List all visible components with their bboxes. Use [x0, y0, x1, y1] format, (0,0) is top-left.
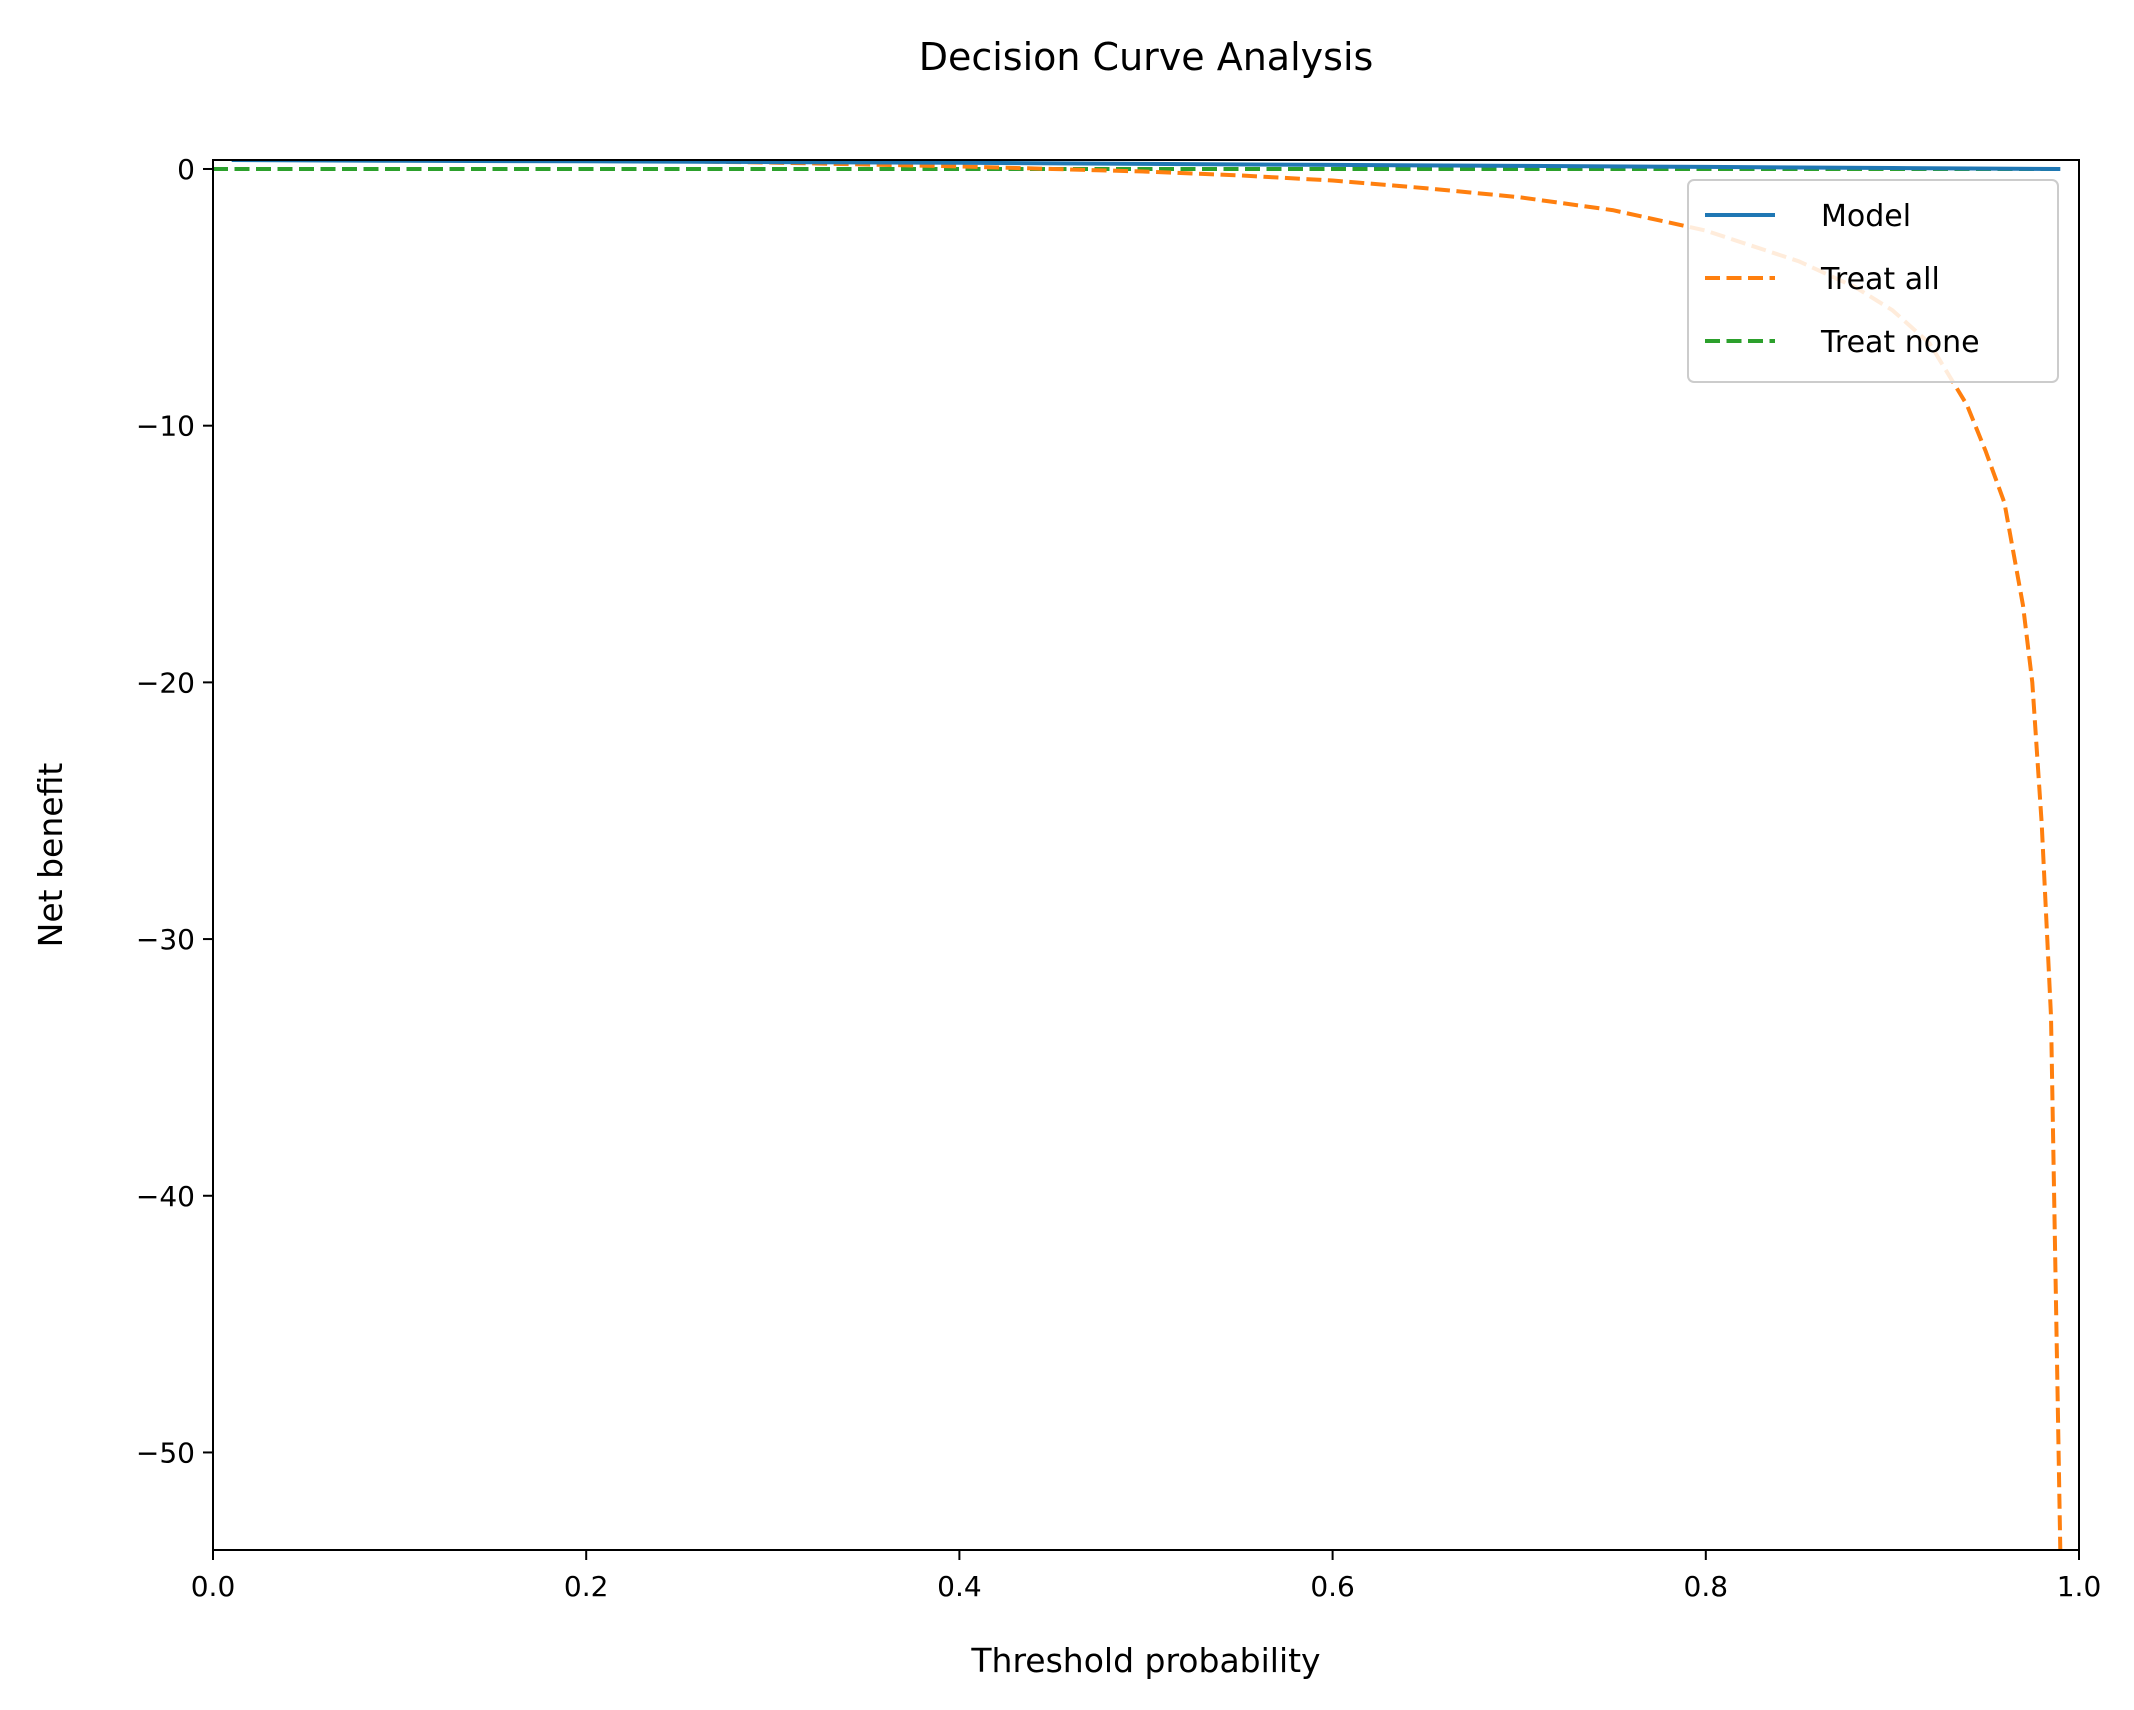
y-tick-label: −40	[136, 1180, 195, 1213]
legend-label-model: Model	[1821, 199, 1911, 234]
x-tick-label: 0.6	[1310, 1570, 1355, 1603]
y-tick-label: −50	[136, 1436, 195, 1469]
series-line-treat-all	[335, 160, 2063, 1550]
x-axis-ticks: 0.0 0.2 0.4 0.6 0.8 1.0	[191, 1550, 2102, 1603]
plot-frame	[212, 159, 2080, 1551]
legend: Model Treat all Treat none	[1687, 179, 2059, 383]
chart-title: Decision Curve Analysis	[919, 35, 1374, 79]
x-tick-label: 0.2	[564, 1570, 609, 1603]
y-axis-label: Net benefit	[31, 763, 70, 948]
legend-label-treat-none: Treat none	[1820, 325, 1980, 360]
series-line-model	[231, 160, 2061, 171]
y-axis-ticks: 0 −10 −20 −30 −40 −50	[136, 153, 213, 1469]
y-tick-label: −20	[136, 666, 195, 699]
x-tick-label: 1.0	[2057, 1570, 2102, 1603]
legend-box	[1687, 179, 2059, 383]
x-tick-label: 0.4	[937, 1570, 982, 1603]
y-tick-label: 0	[177, 153, 195, 186]
series-lines	[213, 160, 2063, 1550]
y-tick-label: −30	[136, 923, 195, 956]
plot-area	[213, 160, 2079, 1550]
y-tick-label: −10	[136, 410, 195, 443]
legend-label-treat-all: Treat all	[1820, 262, 1940, 297]
x-tick-label: 0.0	[191, 1570, 236, 1603]
x-tick-label: 0.8	[1684, 1570, 1729, 1603]
x-axis-label: Threshold probability	[970, 1641, 1320, 1680]
